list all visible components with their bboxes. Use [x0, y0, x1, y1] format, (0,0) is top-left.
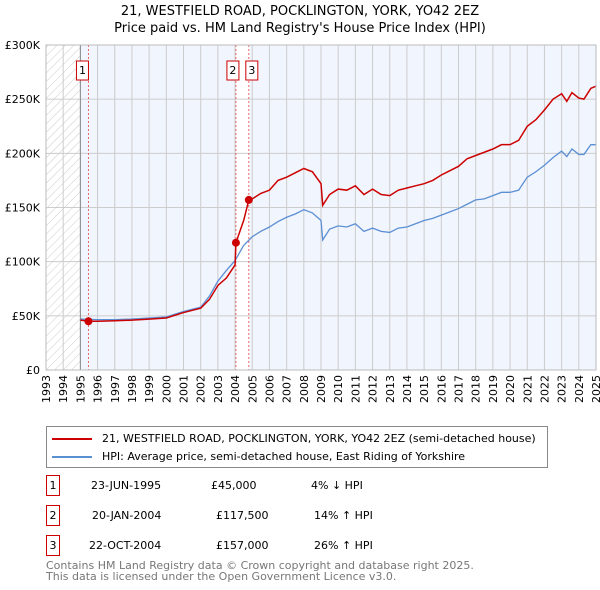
sale-hpi: 26% ↑ HPI	[314, 539, 373, 552]
sale-price: £117,500	[216, 509, 269, 522]
sale-number: 3	[46, 535, 60, 556]
footer: Contains HM Land Registry data © Crown c…	[46, 560, 474, 582]
x-tick-label: 2000	[160, 375, 173, 403]
y-tick-label: £50K	[12, 310, 41, 323]
chart-title: 21, WESTFIELD ROAD, POCKLINGTON, YORK, Y…	[0, 3, 600, 37]
legend-label: 21, WESTFIELD ROAD, POCKLINGTON, YORK, Y…	[102, 432, 536, 445]
legend-swatch-red	[52, 437, 92, 440]
x-tick-label: 2020	[504, 375, 517, 403]
x-tick-label: 2012	[367, 375, 380, 403]
sale-price: £157,000	[216, 539, 269, 552]
legend-item-hpi: HPI: Average price, semi-detached house,…	[52, 450, 465, 463]
x-tick-label: 2002	[195, 375, 208, 403]
x-tick-label: 2001	[178, 375, 191, 403]
x-tick-label: 2010	[332, 375, 345, 403]
x-tick-label: 2006	[263, 375, 276, 403]
x-tick-label: 1998	[126, 375, 139, 403]
x-tick-label: 2003	[212, 375, 225, 403]
x-tick-label: 2005	[246, 375, 259, 403]
x-tick-label: 1999	[143, 375, 156, 403]
sale-number: 2	[46, 505, 60, 526]
sale-date: 20-JAN-2004	[92, 509, 162, 522]
x-tick-label: 2025	[590, 375, 600, 403]
x-tick-label: 2008	[298, 375, 311, 403]
sale-point	[244, 195, 253, 204]
x-tick-label: 2015	[418, 375, 431, 403]
x-tick-label: 2024	[573, 375, 586, 403]
sale-label: 2	[229, 64, 236, 77]
x-tick-label: 1996	[92, 375, 105, 403]
legend-label: HPI: Average price, semi-detached house,…	[102, 450, 466, 463]
y-tick-label: £200K	[5, 147, 41, 160]
y-tick-label: £0	[26, 364, 40, 377]
hpi-line	[80, 144, 596, 321]
x-tick-label: 2023	[556, 375, 569, 403]
x-tick-label: 1993	[40, 375, 53, 403]
x-tick-label: 1995	[74, 375, 87, 403]
x-tick-label: 2019	[487, 375, 500, 403]
x-tick-label: 2013	[384, 375, 397, 403]
sale-date: 22-OCT-2004	[89, 539, 162, 552]
sale-label-box	[75, 60, 89, 81]
y-tick-label: £250K	[5, 93, 41, 106]
x-tick-label: 2017	[453, 375, 466, 403]
footer-line: This data is licensed under the Open Gov…	[46, 570, 397, 583]
sale-label: 3	[248, 64, 255, 77]
title-line: 21, WESTFIELD ROAD, POCKLINGTON, YORK, Y…	[120, 4, 480, 19]
x-tick-label: 2016	[435, 375, 448, 403]
chart-svg: 1993 1994 1995 1996 1997 1998 1999 2000 2001 2002…	[5, 39, 600, 403]
sale-point	[84, 317, 93, 326]
legend-item-property: 21, WESTFIELD ROAD, POCKLINGTON, YORK, Y…	[52, 432, 536, 445]
sale-number: 1	[46, 475, 60, 496]
x-tick-label: 2014	[401, 375, 414, 403]
y-tick-label: £100K	[5, 256, 41, 269]
sale-price: £45,000	[211, 479, 257, 492]
y-tick-label: £300K	[5, 39, 41, 52]
x-tick-label: 2018	[470, 375, 483, 403]
x-tick-label: 2007	[281, 375, 294, 403]
sale-hpi: 14% ↑ HPI	[314, 509, 373, 522]
x-tick-label: 2022	[538, 375, 551, 403]
plot-border	[45, 44, 597, 371]
sale-date: 23-JUN-1995	[91, 479, 162, 492]
sale-label-box	[226, 60, 240, 81]
footer-line: Contains HM Land Registry data © Crown c…	[46, 559, 474, 572]
x-tick-label: 1997	[109, 375, 122, 403]
subtitle-line: Price paid vs. HM Land Registry's House …	[114, 21, 486, 36]
x-tick-label: 2009	[315, 375, 328, 403]
sale-hpi: 4% ↓ HPI	[311, 479, 363, 492]
sale-label-box	[245, 60, 259, 81]
x-tick-label: 1994	[57, 375, 70, 403]
x-tick-label: 2011	[349, 375, 362, 403]
sale-label: 1	[79, 64, 86, 77]
legend-swatch-blue	[52, 455, 92, 458]
x-tick-label: 2021	[521, 375, 534, 403]
property-price-line	[80, 85, 597, 322]
x-tick-label: 2004	[229, 375, 242, 403]
legend: 21, WESTFIELD ROAD, POCKLINGTON, YORK, Y…	[46, 426, 548, 468]
sale-point	[231, 238, 240, 247]
y-tick-label: £150K	[5, 202, 41, 215]
